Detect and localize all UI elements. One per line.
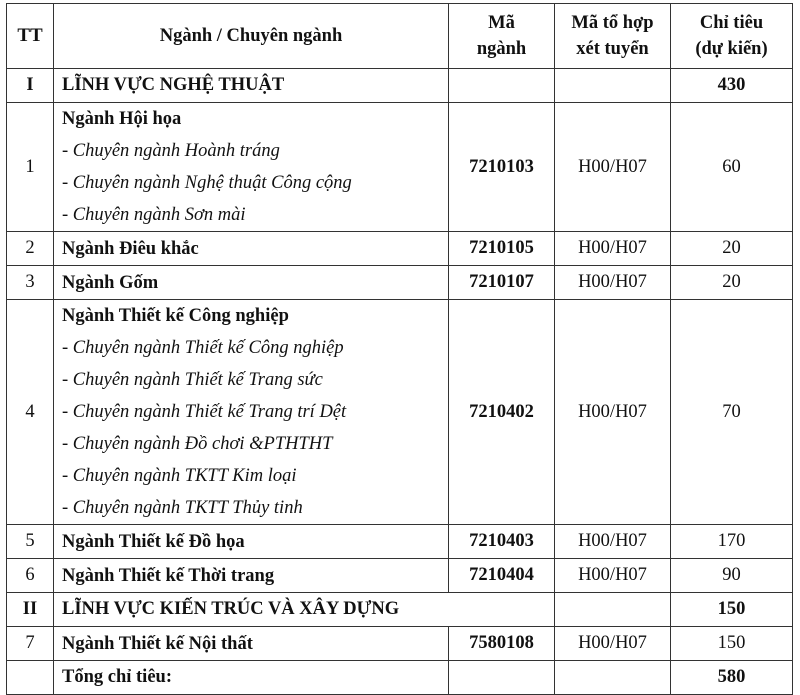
row-tt bbox=[6, 660, 54, 695]
row-quota: 20 bbox=[670, 265, 793, 300]
header-combo: Mã tổ hợp xét tuyển bbox=[554, 3, 671, 69]
table-header-row: TT Ngành / Chuyên ngành Mã ngành Mã tổ hợ… bbox=[6, 3, 793, 69]
table-row: 3 Ngành Gốm 7210107 H00/H07 20 bbox=[6, 265, 793, 300]
row-code: 7580108 bbox=[448, 626, 555, 661]
row-code: 7210103 bbox=[448, 102, 555, 232]
table-row: 1 Ngành Hội họa - Chuyên ngành Hoành tráng… bbox=[6, 102, 793, 232]
section-row: I LĨNH VỰC NGHỆ THUẬT 430 bbox=[6, 68, 793, 103]
row-code-empty bbox=[448, 660, 555, 695]
specialization-item: - Chuyên ngành Đồ chơi &PTHTHT bbox=[62, 434, 333, 454]
header-code-line1: Mã bbox=[488, 13, 515, 33]
major-name: Ngành Thiết kế Thời trang bbox=[62, 565, 275, 586]
specialization-item: - Chuyên ngành Sơn mài bbox=[62, 205, 246, 225]
table-row: 5 Ngành Thiết kế Đồ họa 7210403 H00/H07 170 bbox=[6, 524, 793, 559]
header-name: Ngành / Chuyên ngành bbox=[53, 3, 449, 69]
row-name: Ngành Thiết kế Công nghiệp - Chuyên ngành… bbox=[53, 299, 449, 525]
row-quota: 90 bbox=[670, 558, 793, 593]
row-quota: 20 bbox=[670, 231, 793, 266]
row-name: Ngành Hội họa - Chuyên ngành Hoành tráng -… bbox=[53, 102, 449, 232]
row-name: Ngành Điêu khắc bbox=[53, 231, 449, 266]
row-tt: 1 bbox=[6, 102, 54, 232]
row-name: Ngành Thiết kế Đồ họa bbox=[53, 524, 449, 559]
row-quota: 70 bbox=[670, 299, 793, 525]
row-code: 7210403 bbox=[448, 524, 555, 559]
row-name: Ngành Thiết kế Thời trang bbox=[53, 558, 449, 593]
row-quota: 150 bbox=[670, 626, 793, 661]
table-row: 6 Ngành Thiết kế Thời trang 7210404 H00/H07… bbox=[6, 558, 793, 593]
header-quota-line2: (dự kiến) bbox=[695, 39, 768, 59]
row-combo: H00/H07 bbox=[554, 558, 671, 593]
specialization-item: - Chuyên ngành TKTT Thủy tinh bbox=[62, 498, 303, 518]
header-quota: Chỉ tiêu (dự kiến) bbox=[670, 3, 793, 69]
table-row: 2 Ngành Điêu khắc 7210105 H00/H07 20 bbox=[6, 231, 793, 266]
header-quota-line1: Chỉ tiêu bbox=[699, 13, 764, 33]
row-tt: II bbox=[6, 592, 54, 627]
section-name: LĨNH VỰC NGHỆ THUẬT bbox=[53, 68, 449, 103]
row-code: 7210404 bbox=[448, 558, 555, 593]
row-tt: I bbox=[6, 68, 54, 103]
total-label: Tổng chỉ tiêu: bbox=[53, 660, 449, 695]
row-code: 7210402 bbox=[448, 299, 555, 525]
section-row: II LĨNH VỰC KIẾN TRÚC VÀ XÂY DỰNG 150 bbox=[6, 592, 793, 627]
header-code: Mã ngành bbox=[448, 3, 555, 69]
row-code: 7210107 bbox=[448, 265, 555, 300]
row-tt: 3 bbox=[6, 265, 54, 300]
row-code: 7210105 bbox=[448, 231, 555, 266]
row-quota: 170 bbox=[670, 524, 793, 559]
major-name: Ngành Hội họa bbox=[62, 109, 182, 129]
row-combo-empty bbox=[554, 592, 671, 627]
specialization-item: - Chuyên ngành Nghệ thuật Công cộng bbox=[62, 173, 352, 193]
row-tt: 5 bbox=[6, 524, 54, 559]
row-combo: H00/H07 bbox=[554, 626, 671, 661]
section-name: LĨNH VỰC KIẾN TRÚC VÀ XÂY DỰNG bbox=[53, 592, 555, 627]
total-quota: 580 bbox=[670, 660, 793, 695]
section-quota: 150 bbox=[670, 592, 793, 627]
row-tt: 2 bbox=[6, 231, 54, 266]
row-combo: H00/H07 bbox=[554, 265, 671, 300]
row-name: Ngành Thiết kế Nội thất bbox=[53, 626, 449, 661]
row-quota: 60 bbox=[670, 102, 793, 232]
admission-quota-table: TT Ngành / Chuyên ngành Mã ngành Mã tổ hợ… bbox=[6, 3, 793, 695]
table-row: 4 Ngành Thiết kế Công nghiệp - Chuyên ngàn… bbox=[6, 299, 793, 525]
specialization-item: - Chuyên ngành TKTT Kim loại bbox=[62, 466, 297, 486]
row-combo: H00/H07 bbox=[554, 231, 671, 266]
major-name: Ngành Thiết kế Nội thất bbox=[62, 633, 253, 654]
header-combo-line1: Mã tổ hợp bbox=[571, 13, 654, 33]
section-quota: 430 bbox=[670, 68, 793, 103]
row-combo: H00/H07 bbox=[554, 102, 671, 232]
row-combo: H00/H07 bbox=[554, 299, 671, 525]
specialization-item: - Chuyên ngành Hoành tráng bbox=[62, 141, 280, 161]
row-tt: 6 bbox=[6, 558, 54, 593]
row-tt: 4 bbox=[6, 299, 54, 525]
major-name: Ngành Gốm bbox=[62, 272, 159, 293]
header-combo-line2: xét tuyển bbox=[576, 39, 649, 59]
major-name: Ngành Thiết kế Đồ họa bbox=[62, 531, 245, 552]
major-name: Ngành Điêu khắc bbox=[62, 238, 199, 259]
specialization-item: - Chuyên ngành Thiết kế Trang sức bbox=[62, 370, 323, 390]
row-combo-empty bbox=[554, 68, 671, 103]
row-combo-empty bbox=[554, 660, 671, 695]
specialization-item: - Chuyên ngành Thiết kế Công nghiệp bbox=[62, 338, 344, 358]
row-tt: 7 bbox=[6, 626, 54, 661]
header-code-line2: ngành bbox=[476, 39, 527, 59]
specialization-item: - Chuyên ngành Thiết kế Trang trí Dệt bbox=[62, 402, 347, 422]
total-row: Tổng chỉ tiêu: 580 bbox=[6, 660, 793, 695]
row-code-empty bbox=[448, 68, 555, 103]
table-row: 7 Ngành Thiết kế Nội thất 7580108 H00/H07 15… bbox=[6, 626, 793, 661]
header-tt: TT bbox=[6, 3, 54, 69]
row-combo: H00/H07 bbox=[554, 524, 671, 559]
row-name: Ngành Gốm bbox=[53, 265, 449, 300]
major-name: Ngành Thiết kế Công nghiệp bbox=[62, 306, 289, 326]
